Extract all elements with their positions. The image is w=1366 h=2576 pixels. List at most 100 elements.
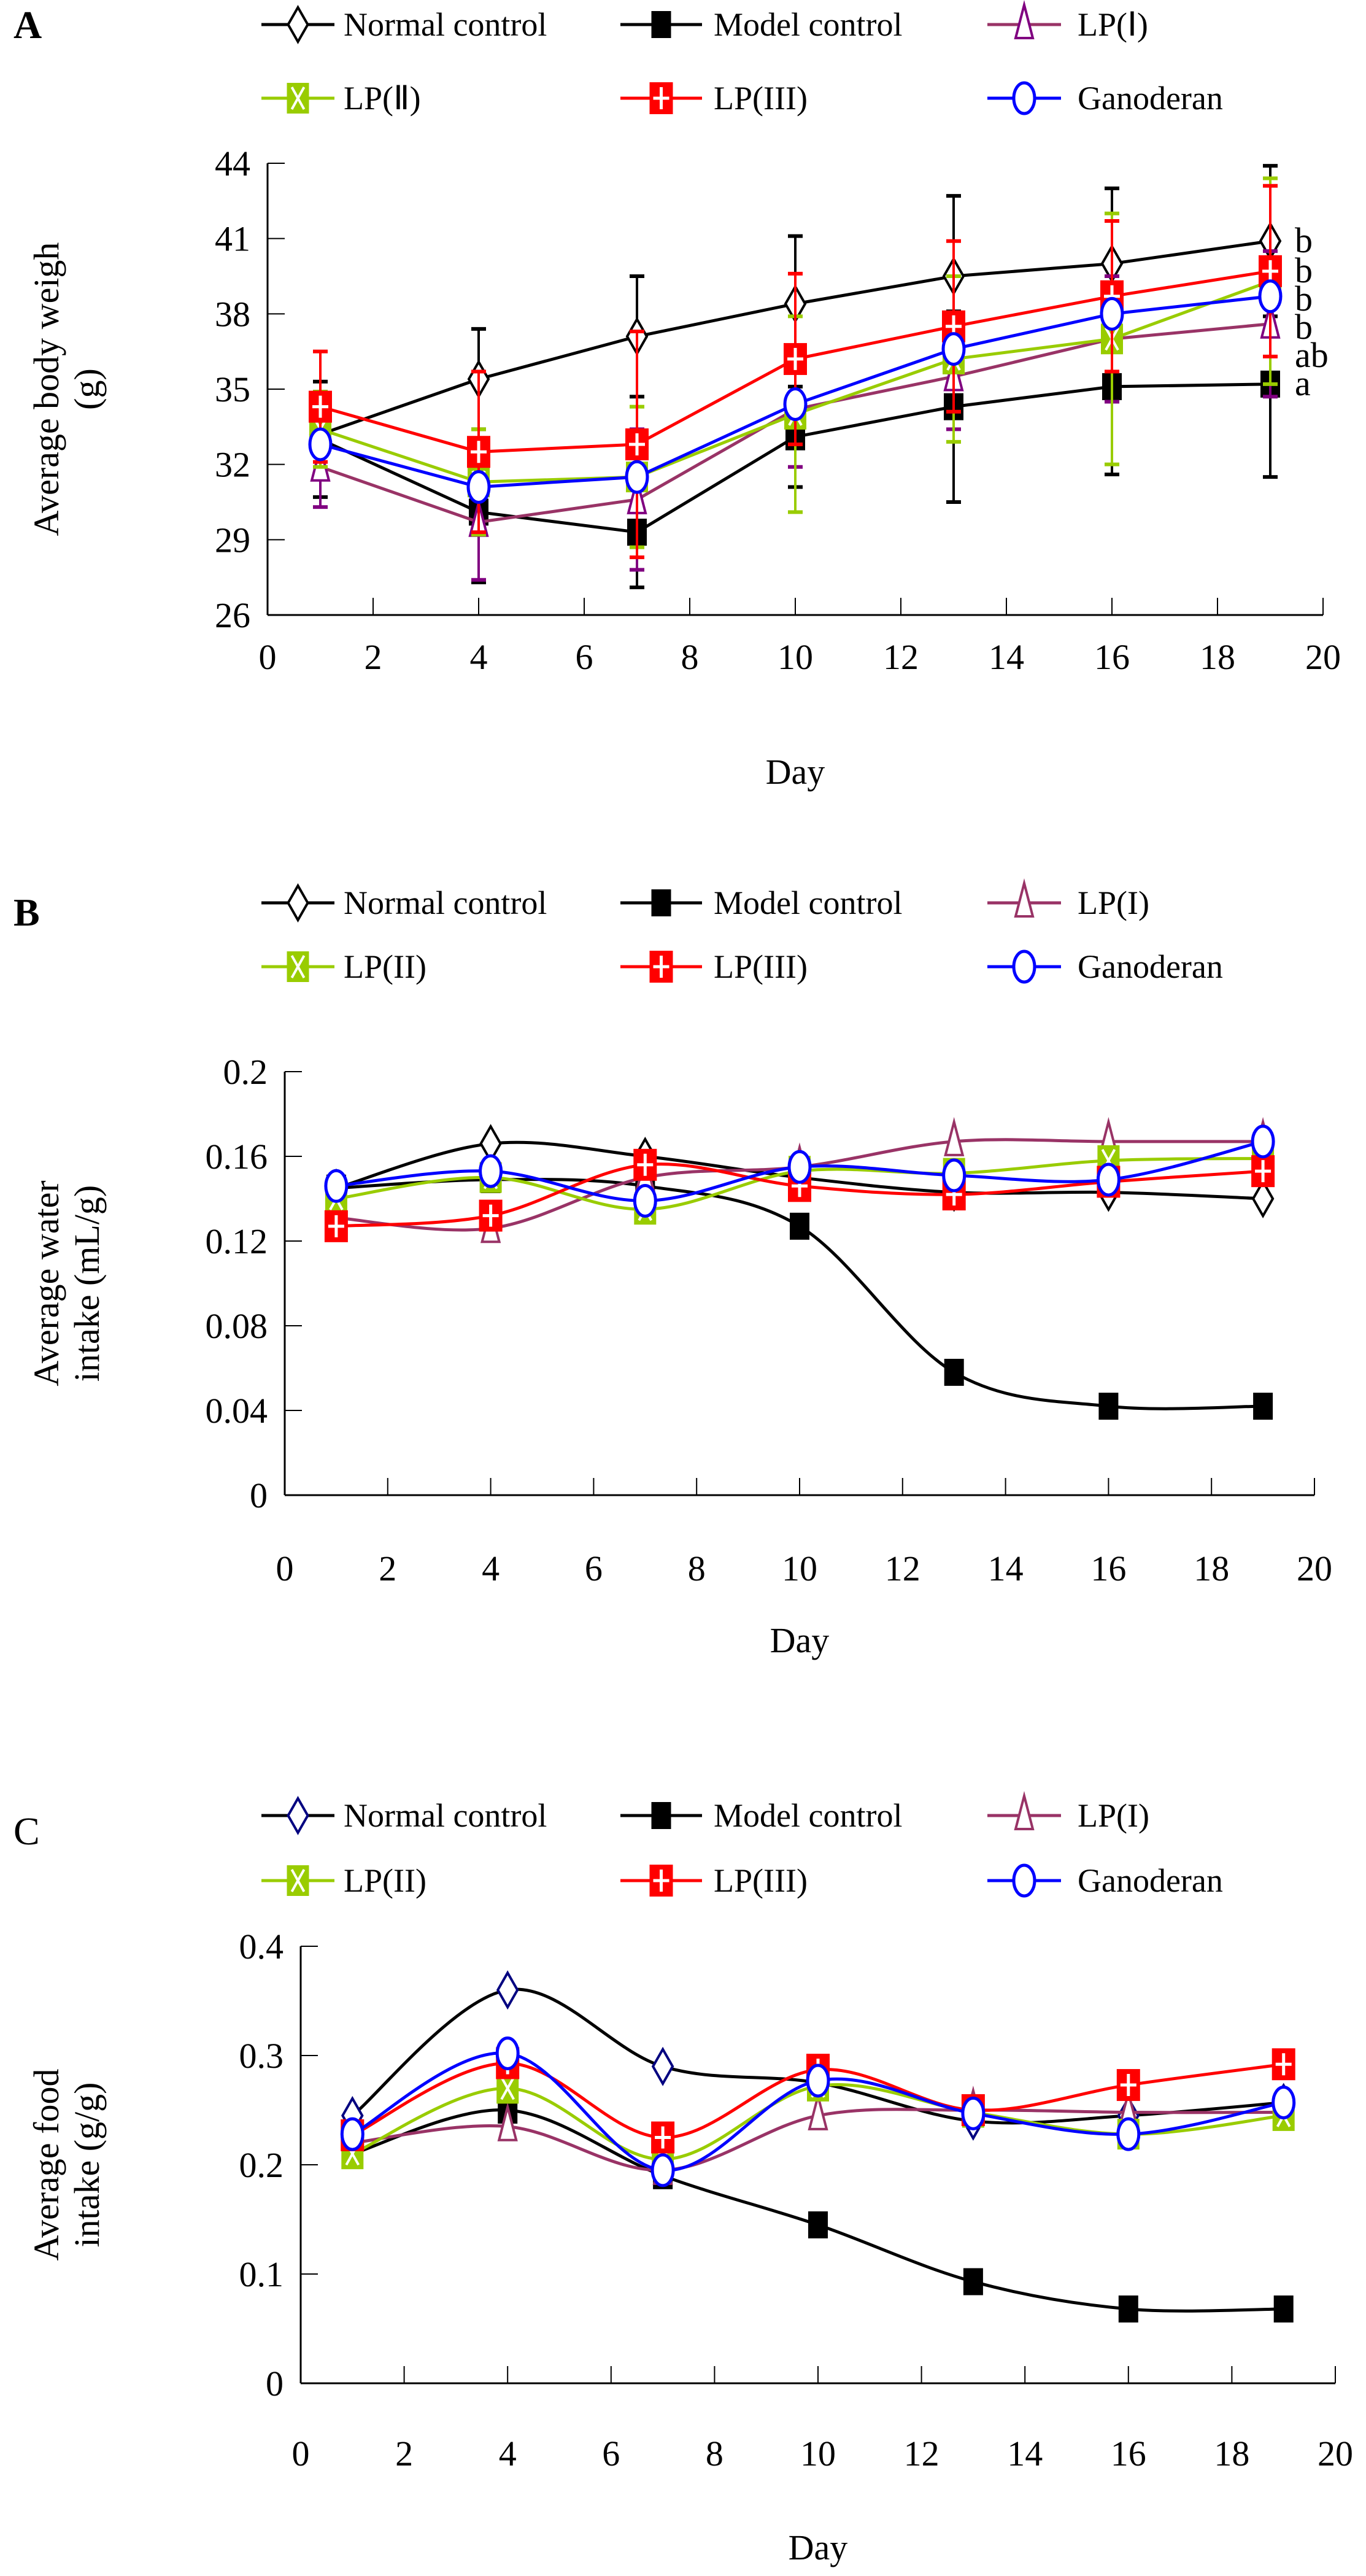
charts-layer: 0 2 4 6 8 10 12 14 16 18 2026293235384144DayAverag… — [26, 0, 1353, 2567]
legend-x-glyph — [290, 1869, 306, 1892]
chart-panel-c: 0 2 4 6 8 10 12 14 16 18 20 0 0.1 0.2 0.3 0.4 Day Average… — [26, 1791, 1353, 2567]
x-tick-label: 12 — [885, 1549, 920, 1588]
x-tick-label: 6 — [602, 2434, 620, 2474]
x-tick-label: 12 — [904, 2434, 940, 2474]
legend-label: LP(I) — [1078, 884, 1149, 921]
series-normal-control: Normal control — [261, 883, 1275, 1219]
x-tick-label: 16 — [1111, 2434, 1146, 2474]
x-tick-label: 20 — [1305, 637, 1341, 677]
data-point-circle-marker — [783, 387, 808, 422]
data-point-circle-marker — [1258, 279, 1283, 314]
legend-label: Normal control — [344, 884, 547, 921]
y-tick-label: 32 — [215, 445, 250, 485]
data-point-diamond-marker — [651, 2046, 674, 2086]
x-tick-label: 20 — [1297, 1549, 1332, 1588]
significance-letter: a — [1295, 363, 1311, 403]
data-point-circle-marker — [324, 1169, 349, 1203]
data-point-triangle-marker — [808, 2091, 828, 2130]
x-tick-label: 2 — [365, 637, 382, 677]
panel-label-a: A — [14, 3, 42, 47]
legend-label: Model control — [714, 884, 902, 921]
legend-square-marker — [651, 11, 671, 38]
data-point-circle-marker — [1251, 1124, 1275, 1159]
x-tick-label: 10 — [782, 1549, 817, 1588]
x-tick-label: 6 — [585, 1549, 603, 1588]
data-point-circle-marker — [1100, 296, 1124, 331]
y-tick-label: 0.2 — [239, 2145, 284, 2185]
x-axis-title: Day — [770, 1620, 830, 1660]
data-point-circle-marker — [942, 1158, 967, 1193]
data-point-plus-glyph — [655, 2126, 671, 2149]
x-tick-label: 18 — [1194, 1549, 1229, 1588]
legend-diamond-marker — [287, 1795, 309, 1836]
series-ganoderan: Ganoderan — [340, 1862, 1296, 2187]
series-ganoderan: Ganoderan — [308, 80, 1283, 504]
data-point-plus-glyph — [482, 1204, 499, 1227]
data-point-triangle-marker — [944, 1116, 965, 1156]
legend-plus-glyph — [653, 87, 669, 109]
data-point-plus-glyph — [1262, 260, 1278, 282]
data-point-square-marker — [1253, 1393, 1273, 1420]
legend-label: LP(III) — [714, 80, 808, 117]
data-point-circle-marker — [787, 1150, 812, 1184]
legend-label: LP(Ⅱ) — [344, 80, 421, 117]
data-point-x-glyph — [500, 2076, 515, 2100]
x-tick-label: 14 — [1007, 2434, 1043, 2474]
legend-label: Ganoderan — [1078, 948, 1223, 985]
y-axis-title-line: intake (mL/g) — [67, 1185, 107, 1382]
data-point-circle-marker — [308, 427, 333, 462]
x-tick-label: 0 — [292, 2434, 310, 2474]
data-point-circle-marker — [1096, 1162, 1121, 1197]
legend-label: Normal control — [344, 1797, 547, 1834]
chart-panel-b: 0 2 4 6 8 10 12 14 16 18 20 0 0.04 0.08 0.12 0.16 0.2 Day… — [26, 878, 1332, 1660]
series-line — [352, 2108, 1284, 2313]
y-tick-label: 0.16 — [206, 1137, 268, 1177]
data-point-plus-glyph — [787, 347, 803, 370]
legend-plus-glyph — [653, 956, 669, 978]
x-tick-label: 0 — [276, 1549, 294, 1588]
data-point-square-marker — [944, 1358, 964, 1386]
x-tick-label: 10 — [800, 2434, 836, 2474]
y-tick-label: 0.08 — [206, 1306, 268, 1346]
legend-label: Model control — [714, 1797, 902, 1834]
series-lp-i-: LP(I) — [342, 1791, 1294, 2185]
legend-diamond-marker — [287, 883, 309, 923]
x-tick-label: 2 — [395, 2434, 413, 2474]
data-point-plus-glyph — [328, 1215, 344, 1237]
y-tick-label: 0 — [250, 1476, 268, 1515]
x-tick-label: 8 — [706, 2434, 724, 2474]
legend-label: Ganoderan — [1078, 80, 1223, 117]
legend-square-marker — [651, 889, 671, 916]
y-axis-title: Average waterintake (mL/g) — [26, 1180, 107, 1386]
data-point-plus-glyph — [1120, 2074, 1136, 2097]
data-point-square-marker — [1273, 2295, 1294, 2323]
y-axis-title-line: Average water — [26, 1180, 66, 1386]
data-point-plus-glyph — [637, 1153, 654, 1176]
y-tick-label: 0.4 — [239, 1927, 284, 1967]
chart-panel-a: 0 2 4 6 8 10 12 14 16 18 20 26 29 32 35 38 41 44 Day Averag… — [26, 0, 1341, 792]
panel-label-c: C — [14, 1809, 40, 1853]
legend-label: LP(III) — [714, 948, 808, 985]
legend-x-glyph — [290, 955, 306, 978]
y-tick-label: 29 — [215, 520, 250, 560]
y-tick-label: 0.3 — [239, 2036, 284, 2076]
y-axis-title: Average body weigh(g) — [26, 242, 107, 536]
x-tick-label: 4 — [470, 637, 488, 677]
data-point-plus-glyph — [471, 441, 487, 463]
x-tick-label: 16 — [1094, 637, 1130, 677]
data-point-circle-marker — [466, 470, 491, 504]
data-point-circle-marker — [1116, 2117, 1141, 2151]
legend-diamond-marker — [287, 4, 309, 45]
legend-circle-marker — [1012, 950, 1036, 984]
x-tick-label: 4 — [499, 2434, 517, 2474]
y-tick-label: 26 — [215, 595, 250, 635]
y-axis-title-line: intake (g/g) — [67, 2083, 107, 2248]
legend-plus-glyph — [653, 1870, 669, 1892]
data-point-circle-marker — [495, 2036, 520, 2070]
x-tick-label: 6 — [576, 637, 593, 677]
x-tick-label: 20 — [1318, 2434, 1353, 2474]
legend-label: Ganoderan — [1078, 1862, 1223, 1899]
y-axis-title-line: (g) — [67, 368, 107, 410]
y-axis-title-line: Average body weigh — [26, 242, 66, 536]
x-tick-label: 8 — [681, 637, 699, 677]
